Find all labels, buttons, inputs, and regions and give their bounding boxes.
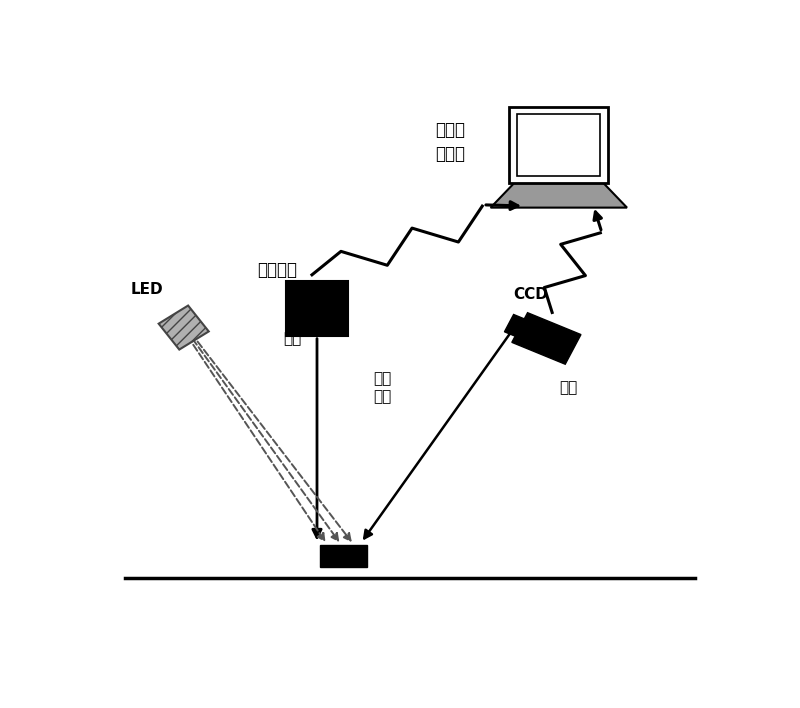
Text: 激光
脉冲: 激光 脉冲: [373, 371, 391, 404]
Text: 图像处
理模块: 图像处 理模块: [435, 121, 466, 163]
Text: 图像: 图像: [559, 380, 578, 395]
Bar: [510, 107, 609, 183]
Bar: [518, 114, 600, 176]
Polygon shape: [512, 313, 581, 364]
Bar: [320, 544, 366, 567]
Text: CCD: CCD: [514, 287, 548, 302]
Polygon shape: [505, 314, 526, 337]
Bar: [286, 281, 348, 336]
Polygon shape: [158, 306, 209, 350]
Text: 坐标: 坐标: [283, 331, 302, 346]
Text: LED: LED: [130, 282, 163, 297]
Polygon shape: [490, 183, 627, 207]
Text: 振镜系统: 振镜系统: [257, 261, 297, 280]
